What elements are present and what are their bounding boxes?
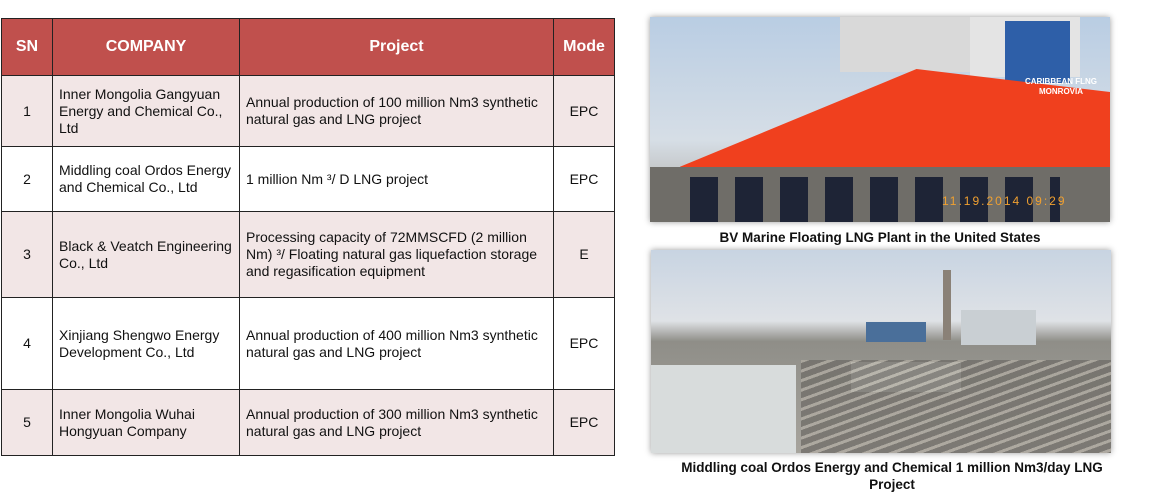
cell-sn: 4 <box>1 297 53 390</box>
lng-plant-photo <box>651 250 1111 453</box>
cell-mode: EPC <box>553 146 615 212</box>
header-project: Project <box>239 18 554 76</box>
table-row: 4 Xinjiang Shengwo Energy Development Co.… <box>1 297 615 390</box>
cell-sn: 5 <box>1 389 53 456</box>
flng-ship-photo: CARIBBEAN FLNG MONROVIA 11.19.2014 09:29 <box>650 17 1110 222</box>
cell-project: Processing capacity of 72MMSCFD (2 milli… <box>239 211 554 298</box>
table-row: 1 Inner Mongolia Gangyuan Energy and Chem… <box>1 75 615 147</box>
cell-project: Annual production of 100 million Nm3 syn… <box>239 75 554 147</box>
cell-sn: 2 <box>1 146 53 212</box>
cell-mode: E <box>553 211 615 298</box>
ship-port: MONROVIA <box>1039 87 1083 96</box>
cell-sn: 3 <box>1 211 53 298</box>
table-row: 5 Inner Mongolia Wuhai Hongyuan Company An… <box>1 389 615 456</box>
cell-project: 1 million Nm ³/ D LNG project <box>239 146 554 212</box>
photo-timestamp: 11.19.2014 09:29 <box>942 194 1067 208</box>
header-mode: Mode <box>553 18 615 76</box>
cell-mode: EPC <box>553 297 615 390</box>
cell-sn: 1 <box>1 75 53 147</box>
cell-company: Middling coal Ordos Energy and Chemical … <box>52 146 240 212</box>
table-row: 3 Black & Veatch Engineering Co., Ltd Proc… <box>1 211 615 298</box>
cell-company: Inner Mongolia Wuhai Hongyuan Company <box>52 389 240 456</box>
cell-company: Black & Veatch Engineering Co., Ltd <box>52 211 240 298</box>
projects-table: SN COMPANY Project Mode 1 Inner Mongolia … <box>1 18 615 456</box>
header-company: COMPANY <box>52 18 240 76</box>
photo-caption-1: BV Marine Floating LNG Plant in the Unit… <box>719 230 1041 245</box>
cell-mode: EPC <box>553 75 615 147</box>
photo-caption-2: Middling coal Ordos Energy and Chemical … <box>681 460 1103 492</box>
cell-mode: EPC <box>553 389 615 456</box>
ship-name: CARIBBEAN FLNG <box>1025 77 1097 86</box>
cell-project: Annual production of 400 million Nm3 syn… <box>239 297 554 390</box>
cell-company: Xinjiang Shengwo Energy Development Co.,… <box>52 297 240 390</box>
table-row: 2 Middling coal Ordos Energy and Chemical… <box>1 146 615 212</box>
cell-project: Annual production of 300 million Nm3 syn… <box>239 389 554 456</box>
cell-company: Inner Mongolia Gangyuan Energy and Chemi… <box>52 75 240 147</box>
header-sn: SN <box>1 18 53 76</box>
